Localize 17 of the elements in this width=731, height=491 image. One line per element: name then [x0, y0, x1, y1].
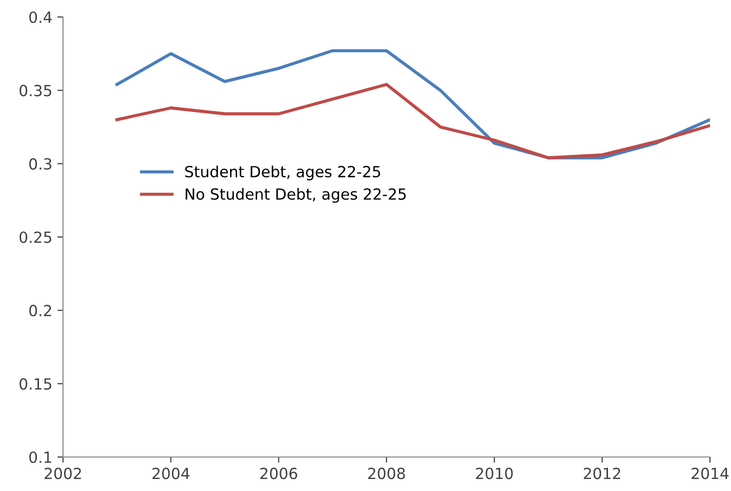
y-tick-label: 0.3 [29, 158, 52, 170]
x-tick-label: 2004 [152, 468, 190, 480]
y-tick-label: 0.15 [20, 378, 52, 390]
y-tick-label: 0.35 [20, 84, 52, 96]
y-tick-label: 0.2 [29, 304, 52, 316]
y-tick-label: 0.4 [29, 11, 52, 24]
y-tick-label: 0.1 [29, 451, 52, 464]
y-tick-label: 0.25 [20, 231, 52, 244]
x-tick-label: 2010 [476, 468, 513, 480]
x-tick-label: 2012 [584, 468, 620, 480]
line-series [115, 82, 710, 160]
x-tick-label: 2006 [260, 468, 298, 480]
x-tick-label: 2008 [368, 468, 405, 480]
x-tick-label: 2002 [44, 468, 81, 480]
x-tick-label: 2014 [692, 468, 729, 480]
legend-label: Student Debt, ages 22-25 [185, 166, 380, 180]
legend-label: No Student Debt, ages 22-25 [186, 188, 406, 203]
